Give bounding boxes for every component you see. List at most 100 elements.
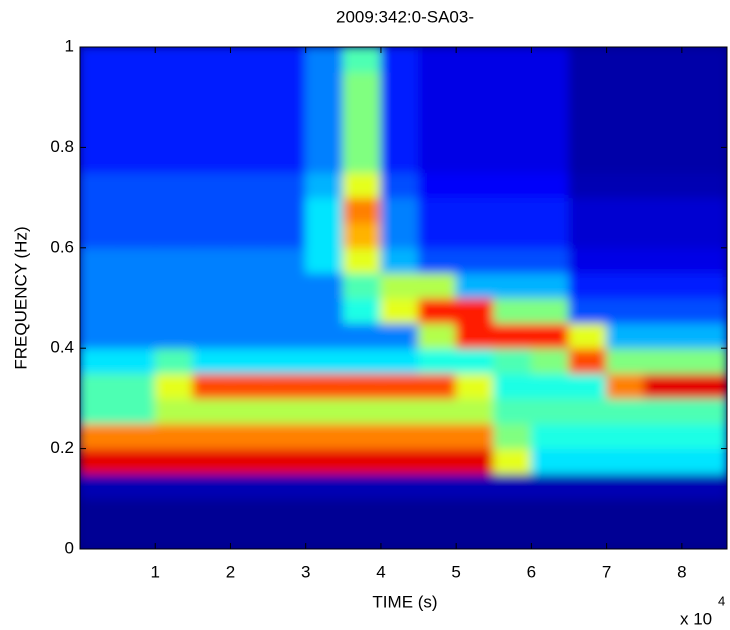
cell bbox=[267, 222, 307, 249]
cell bbox=[80, 121, 119, 148]
cell bbox=[117, 96, 156, 123]
cell bbox=[229, 473, 269, 500]
cell bbox=[455, 498, 495, 525]
cell bbox=[606, 146, 645, 173]
cell bbox=[455, 71, 495, 98]
cell bbox=[117, 397, 156, 424]
cell bbox=[342, 473, 382, 500]
cell bbox=[606, 222, 645, 249]
cell bbox=[455, 172, 495, 199]
cell bbox=[681, 372, 720, 399]
cell bbox=[117, 222, 156, 249]
cell bbox=[718, 272, 727, 299]
cell bbox=[380, 397, 420, 424]
cell bbox=[192, 272, 231, 299]
cell bbox=[493, 172, 532, 199]
cell bbox=[606, 473, 645, 500]
cell bbox=[681, 297, 720, 324]
cell bbox=[342, 47, 382, 73]
cell bbox=[418, 372, 457, 399]
cell bbox=[530, 172, 570, 199]
cell bbox=[530, 272, 570, 299]
cell bbox=[493, 372, 532, 399]
cell bbox=[568, 473, 608, 500]
cell bbox=[154, 397, 194, 424]
cell bbox=[267, 96, 307, 123]
cell bbox=[342, 498, 382, 525]
cell bbox=[606, 197, 645, 224]
cell bbox=[606, 71, 645, 98]
cell bbox=[568, 272, 608, 299]
cell bbox=[192, 297, 231, 324]
y-tick-label: 1 bbox=[65, 36, 74, 55]
cell bbox=[643, 71, 683, 98]
cell bbox=[342, 372, 382, 399]
cell bbox=[229, 372, 269, 399]
cell bbox=[418, 96, 457, 123]
cell bbox=[530, 372, 570, 399]
cell bbox=[154, 423, 194, 450]
cell bbox=[718, 96, 727, 123]
cell bbox=[643, 272, 683, 299]
cell bbox=[267, 172, 307, 199]
cell bbox=[267, 47, 307, 73]
cell bbox=[305, 372, 344, 399]
cell bbox=[606, 498, 645, 525]
cell bbox=[305, 272, 344, 299]
cell bbox=[267, 347, 307, 374]
cell bbox=[305, 47, 344, 73]
cell bbox=[80, 322, 119, 349]
cell bbox=[192, 146, 231, 173]
cell bbox=[80, 172, 119, 199]
cell bbox=[229, 498, 269, 525]
cell bbox=[192, 498, 231, 525]
cell bbox=[229, 448, 269, 475]
cell bbox=[493, 448, 532, 475]
cell bbox=[80, 498, 119, 525]
cell bbox=[229, 47, 269, 73]
cell bbox=[530, 247, 570, 274]
cell bbox=[117, 322, 156, 349]
cell bbox=[154, 272, 194, 299]
cell bbox=[305, 121, 344, 148]
cell bbox=[718, 146, 727, 173]
cell bbox=[606, 272, 645, 299]
cell bbox=[342, 71, 382, 98]
cell bbox=[530, 47, 570, 73]
cell bbox=[530, 473, 570, 500]
cell bbox=[643, 372, 683, 399]
cell bbox=[455, 372, 495, 399]
cell bbox=[681, 71, 720, 98]
cell bbox=[192, 47, 231, 73]
cell bbox=[305, 71, 344, 98]
cell bbox=[493, 146, 532, 173]
cell bbox=[305, 297, 344, 324]
x-tick-label: 6 bbox=[527, 562, 536, 581]
cell bbox=[606, 423, 645, 450]
cell bbox=[418, 297, 457, 324]
spectrogram bbox=[80, 47, 727, 549]
cell bbox=[681, 397, 720, 424]
cell bbox=[229, 397, 269, 424]
cell bbox=[718, 47, 727, 73]
cell bbox=[681, 473, 720, 500]
cell bbox=[267, 322, 307, 349]
cell bbox=[643, 297, 683, 324]
cell bbox=[267, 297, 307, 324]
cell bbox=[606, 96, 645, 123]
cell bbox=[380, 121, 420, 148]
cell bbox=[117, 121, 156, 148]
cell bbox=[267, 197, 307, 224]
cell bbox=[267, 372, 307, 399]
cell bbox=[380, 448, 420, 475]
cell bbox=[380, 297, 420, 324]
cell bbox=[380, 322, 420, 349]
x-tick-label: 4 bbox=[376, 562, 385, 581]
cell bbox=[718, 498, 727, 525]
cell bbox=[493, 197, 532, 224]
cell bbox=[192, 322, 231, 349]
cell bbox=[643, 322, 683, 349]
cell bbox=[718, 423, 727, 450]
cell bbox=[606, 523, 645, 549]
cell bbox=[606, 121, 645, 148]
